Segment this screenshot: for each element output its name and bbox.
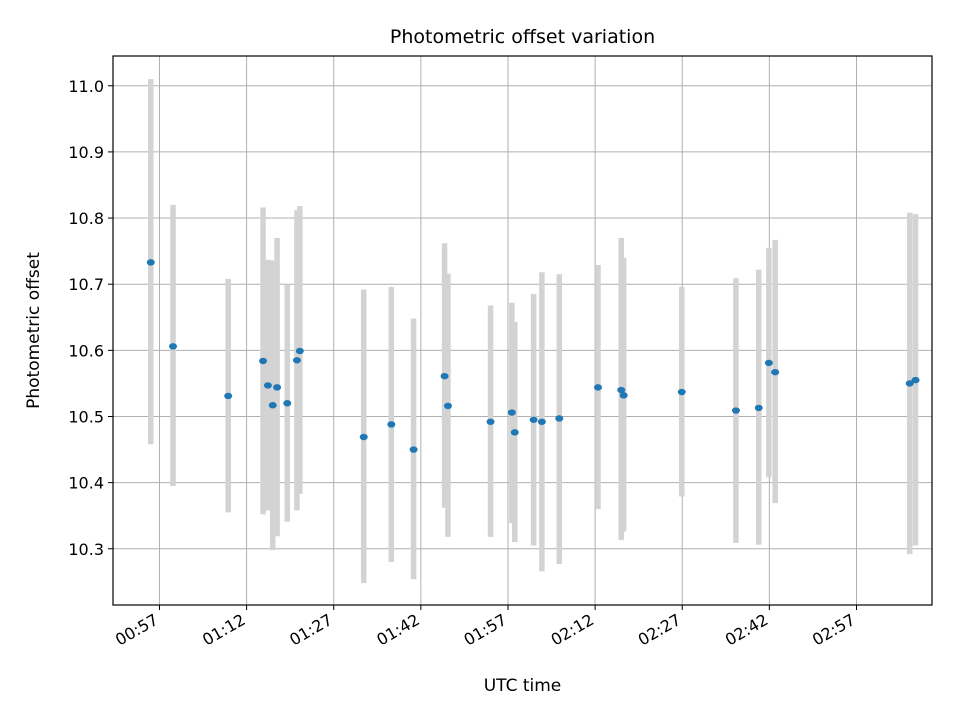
data-point [905, 380, 914, 387]
y-tick-label: 10.5 [68, 407, 104, 426]
data-point [771, 368, 780, 376]
data-point [507, 409, 516, 416]
data-point [273, 384, 282, 391]
data-point [169, 343, 178, 350]
data-point [146, 259, 155, 266]
data-point [911, 376, 920, 384]
plot-frame [112, 55, 933, 606]
data-points [146, 259, 920, 453]
data-point [387, 421, 396, 428]
data-point [486, 418, 495, 425]
data-point [510, 429, 519, 436]
data-point [440, 372, 449, 380]
y-tick-label: 10.3 [68, 540, 104, 559]
data-point [259, 357, 268, 365]
data-point [555, 415, 564, 422]
data-point [731, 407, 740, 414]
data-point [537, 418, 546, 425]
y-tick-label: 10.9 [68, 143, 104, 162]
chart-title: Photometric offset variation [390, 26, 655, 48]
y-tick-label: 10.6 [68, 341, 104, 360]
data-point [443, 402, 452, 410]
y-axis-title: Photometric offset [24, 252, 44, 409]
y-axis: 10.3 10.4 10.5 10.6 10.7 10.8 10.9 11.0 [68, 77, 113, 559]
data-point [359, 433, 368, 441]
data-point [529, 416, 538, 423]
data-point [283, 400, 292, 407]
data-point [677, 388, 686, 396]
data-point [263, 382, 272, 389]
data-point [224, 392, 233, 400]
data-point [764, 359, 773, 367]
data-point [619, 392, 628, 399]
y-tick-label: 10.4 [68, 474, 104, 493]
y-tick-label: 10.8 [68, 209, 104, 228]
data-point [292, 357, 301, 364]
x-axis-title: UTC time [484, 676, 562, 696]
data-point [268, 402, 277, 409]
y-tick-label: 10.7 [68, 275, 104, 294]
data-point [594, 384, 603, 391]
grid [113, 56, 932, 605]
data-point [754, 404, 763, 412]
data-point [295, 347, 304, 355]
data-point [409, 446, 418, 453]
y-tick-label: 11.0 [68, 77, 104, 96]
data-point [617, 386, 626, 394]
